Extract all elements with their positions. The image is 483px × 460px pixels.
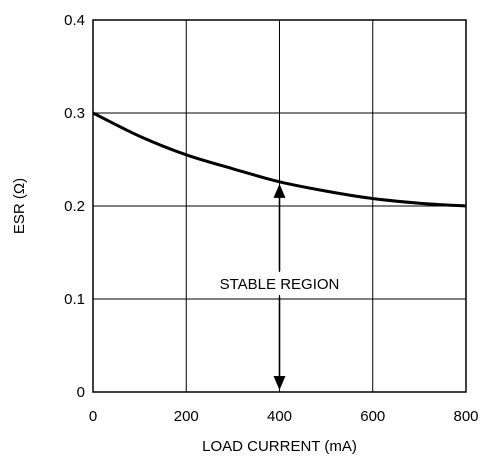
y-axis-title: ESR (Ω): [11, 178, 28, 234]
stable-region-label: STABLE REGION: [220, 276, 340, 293]
y-tick-labels: 0 0.1 0.2 0.3 0.4: [64, 12, 85, 401]
x-tick-label-2: 400: [267, 408, 292, 425]
arrowhead-up-icon: [273, 183, 286, 198]
x-tick-label-3: 600: [360, 408, 385, 425]
x-tick-label-1: 200: [174, 408, 199, 425]
annotation-background: [199, 272, 360, 295]
x-tick-label-4: 800: [453, 408, 478, 425]
y-tick-label-2: 0.2: [64, 198, 85, 215]
stable-region-annotation: STABLE REGION: [199, 183, 360, 390]
y-tick-label-0: 0: [77, 384, 85, 401]
x-axis-title: LOAD CURRENT (mA): [202, 438, 357, 455]
x-tick-label-0: 0: [89, 408, 97, 425]
arrowhead-down-icon: [273, 376, 286, 390]
y-tick-label-1: 0.1: [64, 291, 85, 308]
series-line: [92, 111, 467, 208]
y-tick-label-3: 0.3: [64, 105, 85, 122]
x-tick-labels: 0 200 400 600 800: [89, 408, 479, 425]
y-tick-label-4: 0.4: [64, 12, 85, 29]
